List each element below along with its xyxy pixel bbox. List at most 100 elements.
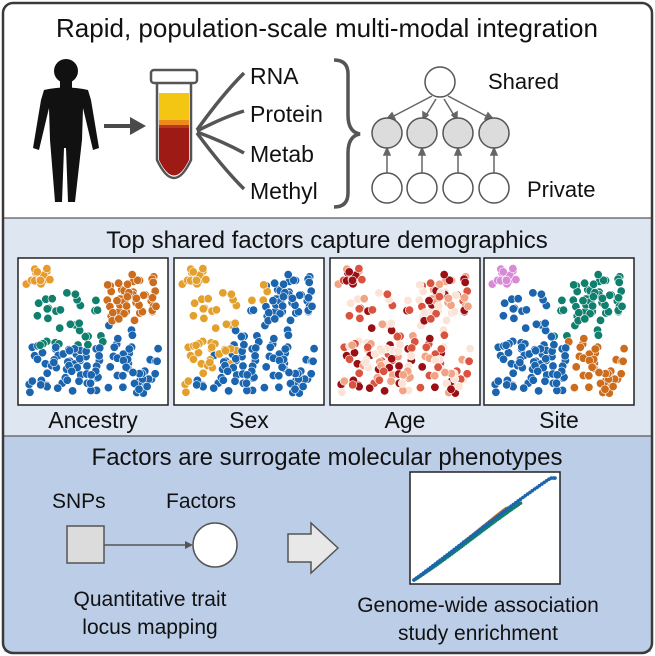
scatter-point: [231, 354, 241, 364]
scatter-point: [434, 301, 444, 311]
scatter-point: [62, 288, 72, 298]
scatter-point: [55, 323, 65, 333]
scatter-point: [74, 376, 84, 386]
qtl-link-arrowhead: [185, 541, 193, 549]
scatter-point: [377, 319, 387, 329]
scatter-point: [70, 289, 80, 299]
scatter-point: [587, 362, 597, 372]
scatter-point: [103, 383, 113, 393]
block-arrow-icon: [287, 521, 340, 575]
scatter-point: [103, 280, 113, 290]
scatter-point: [130, 315, 140, 325]
scatter-point: [265, 342, 275, 352]
scatter-point: [34, 298, 44, 308]
scatter-point: [259, 383, 269, 393]
scatter-point: [444, 275, 454, 285]
scatter-point: [75, 354, 85, 364]
scatter-point: [588, 301, 598, 311]
scatter-point: [114, 314, 124, 324]
scatter-point: [359, 294, 369, 304]
scatter-point: [221, 319, 231, 329]
scatter-point: [379, 366, 389, 376]
scatter-point: [498, 267, 508, 277]
scatter-point: [344, 354, 354, 364]
scatter-point: [249, 305, 259, 315]
scatter-point: [148, 293, 158, 303]
scatter-point: [354, 304, 364, 314]
scatter-point: [242, 378, 252, 388]
scatter-point: [616, 369, 626, 379]
scatter-point: [224, 386, 234, 396]
scatter-point: [426, 278, 436, 288]
scatter-point: [35, 340, 45, 350]
scatter-point: [536, 289, 546, 299]
scatter-point: [35, 275, 45, 285]
scatter-point: [361, 357, 371, 367]
scatter-point: [617, 301, 627, 311]
scatter-point: [86, 378, 96, 388]
scatter-point: [307, 301, 317, 311]
scatter-point: [238, 361, 248, 371]
scatter-point: [346, 298, 356, 308]
scatter-point: [590, 344, 600, 354]
gwas-label-line1: Genome-wide association: [357, 594, 599, 617]
scatter-point: [430, 371, 440, 381]
scatter-point: [118, 371, 128, 381]
scatter-point: [348, 380, 358, 390]
scatter-point: [65, 319, 75, 329]
scatter-point: [421, 342, 431, 352]
scatter-point: [284, 367, 294, 377]
scatter-point: [462, 369, 472, 379]
scatter-point: [205, 357, 215, 367]
scatter-point: [541, 354, 551, 364]
scatter-point: [571, 362, 581, 372]
scatter-point: [32, 311, 42, 321]
scatter-point: [221, 346, 231, 356]
scatter-point: [531, 346, 541, 356]
scatter-point: [578, 296, 588, 306]
scatter-point: [392, 332, 402, 342]
private-label: Private: [527, 177, 595, 202]
scatter-point: [80, 332, 90, 342]
scatter-point: [513, 294, 523, 304]
qq-point: [518, 501, 523, 505]
scatter-point: [415, 280, 425, 290]
factor-graph: [371, 66, 510, 204]
scatter-point: [407, 343, 417, 353]
scatter-point: [580, 278, 590, 288]
scatter-point: [274, 371, 284, 381]
integration-title: Rapid, population-scale multi-modal inte…: [56, 13, 598, 43]
scatter-point: [588, 292, 598, 302]
scatter-point: [531, 319, 541, 329]
scatter-point: [290, 384, 300, 394]
scatter-point: [569, 280, 579, 290]
scatter-point: [203, 294, 213, 304]
scatter-point: [192, 380, 202, 390]
scatter-point: [589, 279, 599, 289]
scatter-point: [380, 386, 390, 396]
scatter-point: [403, 295, 413, 305]
scatter-point: [387, 354, 397, 364]
qq-point: [553, 476, 557, 480]
scatter-point: [226, 289, 236, 299]
scatter-point: [288, 275, 298, 285]
scatter-point: [303, 293, 313, 303]
scatter-point: [150, 369, 160, 379]
scatter-point: [347, 275, 357, 285]
scatter-point: [211, 305, 221, 315]
scatter-point: [430, 382, 440, 392]
scatter-point: [365, 383, 375, 393]
scatter-point: [394, 361, 404, 371]
scatter-point: [397, 378, 407, 388]
scatter-point: [460, 277, 470, 287]
scatter-point: [377, 346, 387, 356]
scatter-point: [285, 315, 295, 325]
scatter-point: [521, 305, 531, 315]
scatter-point: [594, 367, 604, 377]
curly-brace-icon: [333, 58, 361, 209]
scatter-point: [509, 313, 519, 323]
scatter-point: [552, 370, 562, 380]
scatter-site: [487, 264, 629, 398]
modality-protein: Protein: [250, 101, 323, 127]
scatter-point: [463, 301, 473, 311]
